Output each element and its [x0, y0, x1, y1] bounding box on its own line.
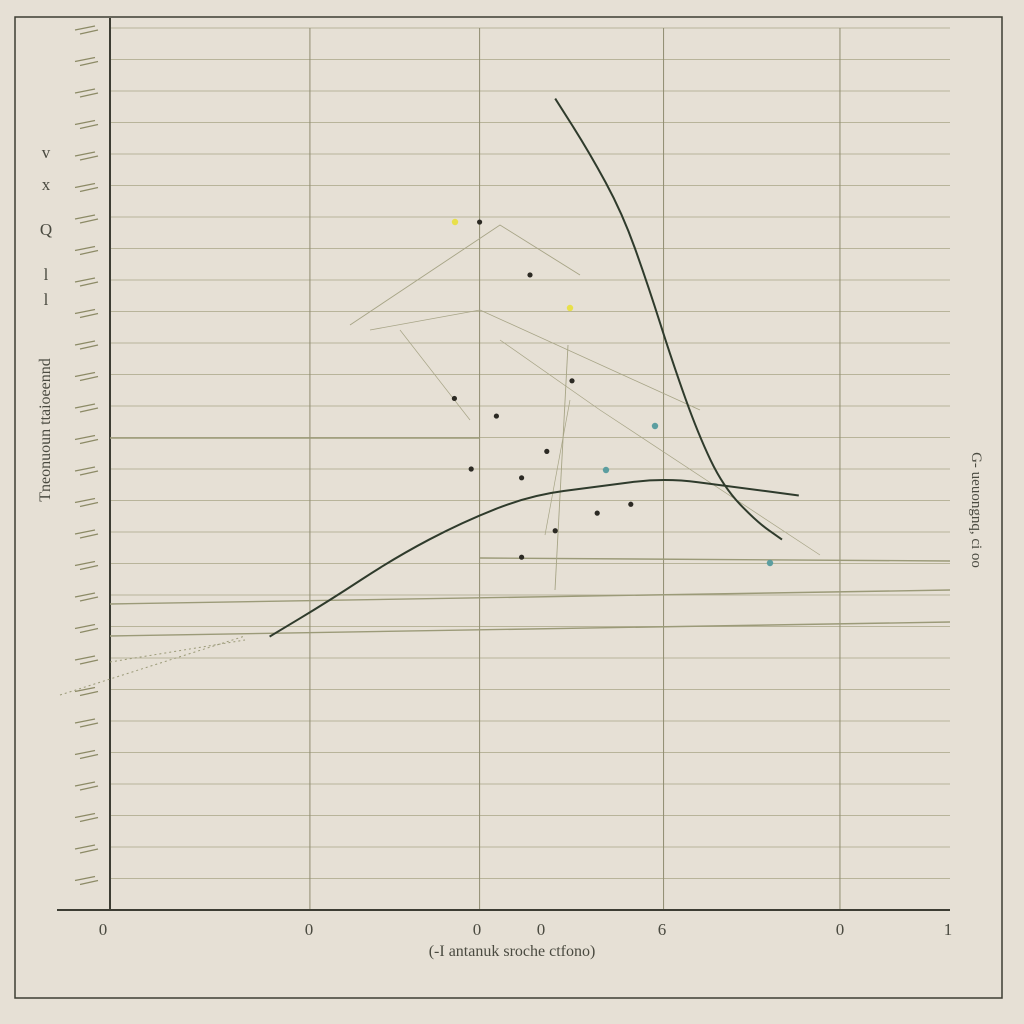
y-tick-mark [74, 812, 99, 823]
y-tick-mark [74, 781, 99, 791]
x-tick-label: 0 [473, 920, 482, 939]
series-lines [269, 98, 799, 638]
y-tick-mark [74, 56, 99, 67]
reference-lines [109, 437, 951, 637]
construction-line [554, 344, 569, 591]
construction-line [369, 309, 701, 411]
construction-line [544, 399, 571, 536]
y-tick-label: Q [40, 220, 52, 239]
y-tick-labels: vx Qll [40, 143, 52, 309]
x-tick-label: 1 [944, 920, 953, 939]
data-point [493, 413, 499, 419]
data-point [544, 448, 550, 454]
data-point [477, 219, 483, 225]
y-tick-label: l [44, 265, 49, 284]
data-point [628, 501, 634, 507]
y-tick-mark [74, 655, 99, 665]
y-tick-mark [74, 403, 99, 413]
y-tick-mark [74, 151, 99, 161]
dashed-extension [109, 639, 246, 663]
dashed-extension [59, 635, 246, 696]
data-point [527, 272, 533, 278]
y-tick-mark [74, 88, 99, 98]
y-tick-mark [74, 25, 99, 35]
data-point [552, 528, 558, 534]
y-tick-mark [74, 214, 99, 224]
x-tick-labels: 0 0 0 0 6 0 1 [99, 920, 953, 939]
y-tick-mark [74, 592, 99, 602]
y-tick-mark [74, 119, 99, 130]
construction-line [399, 329, 471, 421]
reference-line [479, 557, 951, 562]
construction-line [499, 339, 821, 556]
grid [110, 27, 950, 911]
right-label: G- ueuongnq, ci oo [968, 452, 984, 568]
x-axis-title: (-I antanuk sroche ctfono) [429, 943, 596, 960]
series-line-1 [269, 479, 799, 638]
accent-point [566, 304, 574, 312]
y-tick-mark [74, 844, 99, 854]
x-tick-label: 0 [537, 920, 546, 939]
x-tick-label: 6 [658, 920, 667, 939]
data-point [569, 378, 575, 384]
y-tick-mark [74, 245, 99, 256]
y-tick-mark [74, 749, 99, 760]
y-tick-mark [74, 875, 99, 886]
data-points [451, 218, 774, 567]
outer-frame [14, 16, 1003, 999]
data-point [519, 554, 525, 560]
accent-point [651, 422, 659, 430]
reference-line [109, 589, 951, 605]
accent-point [602, 466, 610, 474]
accent-point [451, 218, 459, 226]
y-tick-mark [74, 686, 99, 697]
y-tick-mark [74, 560, 99, 571]
y-tick-label: l [44, 290, 49, 309]
construction-line [349, 224, 581, 326]
x-tick-label: 0 [99, 920, 108, 939]
accent-point [766, 559, 774, 567]
y-tick-label: v [42, 143, 51, 162]
y-tick-mark [74, 340, 99, 350]
series-line-2 [554, 98, 783, 541]
y-tick-mark [74, 308, 99, 319]
y-tick-mark [74, 371, 99, 382]
y-tick-mark [74, 718, 99, 728]
y-tick-label: x [42, 175, 51, 194]
y-tick-mark [74, 529, 99, 539]
construction-lines [349, 224, 821, 591]
y-tick-marks [74, 25, 99, 886]
data-point [451, 395, 457, 402]
y-axis-title: Tneonuoun ttaioeennd [37, 358, 54, 502]
reference-line [109, 621, 951, 637]
x-tick-label: 0 [836, 920, 845, 939]
y-tick-mark [74, 497, 99, 508]
y-tick-mark [74, 434, 99, 445]
data-point [594, 510, 600, 516]
y-tick-mark [74, 182, 99, 193]
x-tick-label: 0 [305, 920, 314, 939]
data-point [519, 475, 525, 481]
y-tick-mark [74, 277, 99, 287]
y-tick-mark [74, 623, 99, 634]
y-tick-mark [74, 466, 99, 476]
data-point [468, 466, 474, 472]
